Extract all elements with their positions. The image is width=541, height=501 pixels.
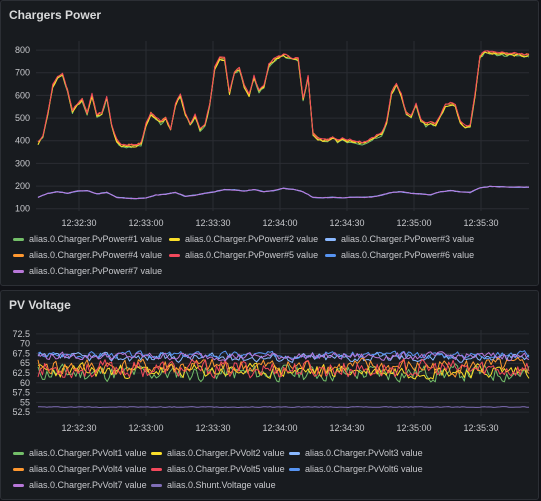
voltage-legend-label: alias.0.Shunt.Voltage value xyxy=(167,480,276,490)
power-x-tick-label: 12:33:00 xyxy=(128,218,163,228)
chargers-power-panel: Chargers Power 100 200 300 400 500 600 700 800 1… xyxy=(0,0,539,286)
power-legend-item[interactable]: alias.0.Charger.PvPower#4 value xyxy=(13,250,162,260)
voltage-x-tick-label: 12:34:00 xyxy=(262,423,297,433)
power-legend-item[interactable]: alias.0.Charger.PvPower#5 value xyxy=(169,250,318,260)
chargers-power-title: Chargers Power xyxy=(9,8,102,22)
voltage-y-tick-label: 55 xyxy=(20,397,30,407)
power-legend-item[interactable]: alias.0.Charger.PvPower#7 value xyxy=(13,266,162,276)
voltage-legend-item[interactable]: alias.0.Charger.PvVolt5 value xyxy=(151,464,285,474)
voltage-x-tick-label: 12:33:00 xyxy=(128,423,163,433)
voltage-legend-swatch xyxy=(151,467,162,471)
pv-voltage-panel: PV Voltage 52.5 55 57.5 60 62.5 65 67.5 70 72.5 1… xyxy=(0,290,539,500)
power-x-tick-label: 12:32:30 xyxy=(61,218,96,228)
voltage-series-line xyxy=(38,406,530,408)
power-series-line xyxy=(37,50,530,146)
power-x-tick-label: 12:35:30 xyxy=(463,218,498,228)
voltage-x-tick-label: 12:33:30 xyxy=(195,423,230,433)
power-legend-swatch xyxy=(325,253,336,257)
voltage-y-tick-label: 52.5 xyxy=(12,407,30,417)
power-y-tick-label: 100 xyxy=(15,204,30,214)
power-legend-label: alias.0.Charger.PvPower#2 value xyxy=(185,234,319,244)
voltage-y-tick-label: 72.5 xyxy=(12,329,30,339)
power-legend-swatch xyxy=(13,253,24,257)
voltage-y-tick-label: 57.5 xyxy=(12,388,30,398)
power-legend-label: alias.0.Charger.PvPower#7 value xyxy=(29,266,163,276)
power-legend-swatch xyxy=(13,269,24,273)
voltage-legend-swatch xyxy=(151,451,162,455)
power-legend-label: alias.0.Charger.PvPower#6 value xyxy=(341,250,475,260)
power-legend-label: alias.0.Charger.PvPower#5 value xyxy=(185,250,319,260)
voltage-legend-swatch xyxy=(13,451,24,455)
power-legend-label: alias.0.Charger.PvPower#1 value xyxy=(29,234,163,244)
voltage-legend-label: alias.0.Charger.PvVolt4 value xyxy=(29,464,147,474)
voltage-y-tick-label: 60 xyxy=(20,378,30,388)
voltage-x-tick-label: 12:35:30 xyxy=(463,423,498,433)
voltage-legend-label: alias.0.Charger.PvVolt2 value xyxy=(167,448,285,458)
chargers-power-chart: 100 200 300 400 500 600 700 800 12:32:30 12:33:00… xyxy=(15,41,530,228)
power-y-tick-label: 300 xyxy=(15,158,30,168)
power-legend-item[interactable]: alias.0.Charger.PvPower#2 value xyxy=(169,234,318,244)
voltage-legend-item[interactable]: alias.0.Shunt.Voltage value xyxy=(151,480,276,490)
voltage-legend-swatch xyxy=(13,467,24,471)
voltage-legend-item[interactable]: alias.0.Charger.PvVolt4 value xyxy=(13,464,147,474)
power-legend-swatch xyxy=(169,237,180,241)
power-x-tick-label: 12:34:30 xyxy=(329,218,364,228)
power-series-line xyxy=(37,51,530,148)
voltage-y-tick-label: 65 xyxy=(20,358,30,368)
voltage-legend-label: alias.0.Charger.PvVolt6 value xyxy=(305,464,423,474)
voltage-legend-item[interactable]: alias.0.Charger.PvVolt2 value xyxy=(151,448,285,458)
power-legend-swatch xyxy=(325,237,336,241)
voltage-y-tick-label: 62.5 xyxy=(12,368,30,378)
power-series-line xyxy=(37,185,530,200)
power-y-tick-label: 700 xyxy=(15,68,30,78)
voltage-x-tick-label: 12:34:30 xyxy=(329,423,364,433)
voltage-legend-item[interactable]: alias.0.Charger.PvVolt6 value xyxy=(289,464,423,474)
voltage-legend-label: alias.0.Charger.PvVolt3 value xyxy=(305,448,423,458)
power-legend-item[interactable]: alias.0.Charger.PvPower#1 value xyxy=(13,234,162,244)
power-y-tick-label: 800 xyxy=(15,45,30,55)
power-y-tick-label: 400 xyxy=(15,136,30,146)
power-y-tick-label: 600 xyxy=(15,90,30,100)
voltage-legend-item[interactable]: alias.0.Charger.PvVolt3 value xyxy=(289,448,423,458)
power-x-tick-label: 12:34:00 xyxy=(262,218,297,228)
voltage-legend-label: alias.0.Charger.PvVolt5 value xyxy=(167,464,285,474)
power-legend-label: alias.0.Charger.PvPower#3 value xyxy=(341,234,475,244)
power-legend-label: alias.0.Charger.PvPower#4 value xyxy=(29,250,163,260)
voltage-series-line xyxy=(37,358,530,379)
power-legend-swatch xyxy=(169,253,180,257)
voltage-y-tick-label: 70 xyxy=(20,339,30,349)
power-series-line xyxy=(37,50,530,147)
power-legend-item[interactable]: alias.0.Charger.PvPower#6 value xyxy=(325,250,474,260)
voltage-legend-swatch xyxy=(289,467,300,471)
power-y-tick-label: 200 xyxy=(15,181,30,191)
power-legend-item[interactable]: alias.0.Charger.PvPower#3 value xyxy=(325,234,474,244)
power-y-tick-label: 500 xyxy=(15,113,30,123)
voltage-legend-item[interactable]: alias.0.Charger.PvVolt1 value xyxy=(13,448,147,458)
voltage-legend-swatch xyxy=(151,483,162,487)
voltage-legend-swatch xyxy=(289,451,300,455)
voltage-x-tick-label: 12:32:30 xyxy=(61,423,96,433)
voltage-legend-swatch xyxy=(13,483,24,487)
voltage-x-tick-label: 12:35:00 xyxy=(396,423,431,433)
voltage-legend-item[interactable]: alias.0.Charger.PvVolt7 value xyxy=(13,480,147,490)
power-x-tick-label: 12:33:30 xyxy=(195,218,230,228)
voltage-series-line xyxy=(37,362,530,380)
power-x-tick-label: 12:35:00 xyxy=(396,218,431,228)
power-legend-swatch xyxy=(13,237,24,241)
voltage-series-line xyxy=(37,351,530,363)
voltage-legend-label: alias.0.Charger.PvVolt7 value xyxy=(29,480,147,490)
power-series-line xyxy=(37,51,530,149)
voltage-legend-label: alias.0.Charger.PvVolt1 value xyxy=(29,448,147,458)
voltage-y-tick-label: 67.5 xyxy=(12,348,30,358)
voltage-series-line xyxy=(37,351,530,362)
pv-voltage-title: PV Voltage xyxy=(9,298,71,312)
